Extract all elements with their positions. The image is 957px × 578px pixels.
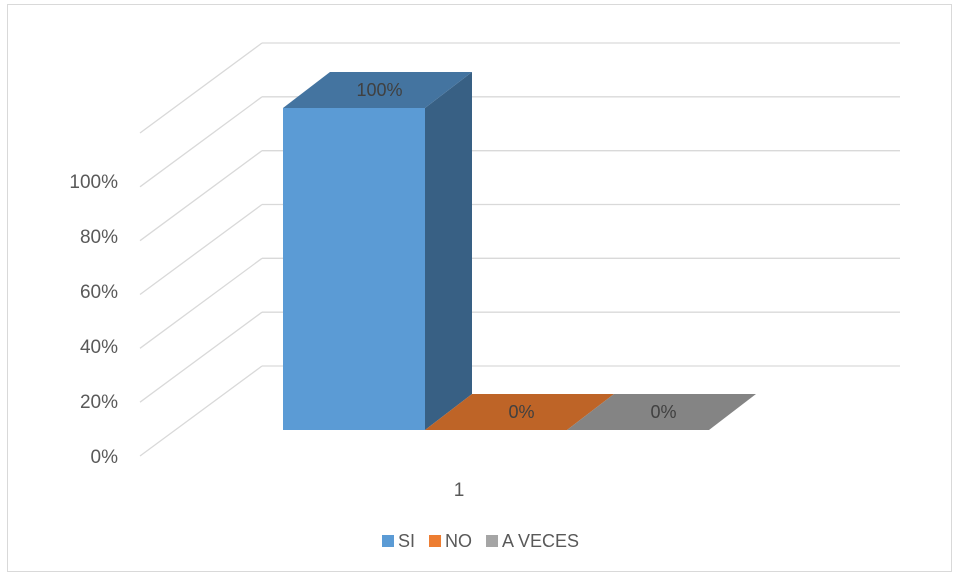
side-gridline (139, 150, 263, 242)
y-tick-label: 60% (80, 282, 118, 303)
legend-item-label: NO (445, 531, 472, 551)
side-gridline (139, 257, 263, 349)
legend-item-label: A VECES (502, 531, 579, 551)
y-tick-label: 100% (69, 172, 118, 193)
x-tick-label: 1 (454, 480, 465, 501)
side-gridline (139, 42, 263, 134)
legend-swatch (382, 535, 394, 547)
y-tick-label: 20% (80, 392, 118, 413)
legend-swatch (486, 535, 499, 547)
legend-swatch (429, 535, 442, 547)
chart-area (7, 4, 952, 572)
side-gridline (139, 203, 263, 296)
bar-top-a-veces (567, 394, 756, 430)
bar-top-si (283, 72, 472, 108)
legend-item-label: SI (398, 531, 415, 551)
data-label-no: 0% (508, 402, 534, 422)
bar-side-si (425, 72, 472, 430)
bar-si (283, 108, 425, 430)
side-gridline (139, 96, 263, 188)
y-tick-label: 40% (80, 337, 118, 358)
data-label-si: 100% (356, 80, 402, 100)
side-gridline (139, 311, 263, 403)
y-tick-label: 0% (91, 447, 119, 468)
side-gridline (139, 365, 263, 457)
data-label-a-veces: 0% (650, 402, 676, 422)
y-tick-label: 80% (80, 227, 118, 248)
bar-top-no (425, 394, 614, 430)
